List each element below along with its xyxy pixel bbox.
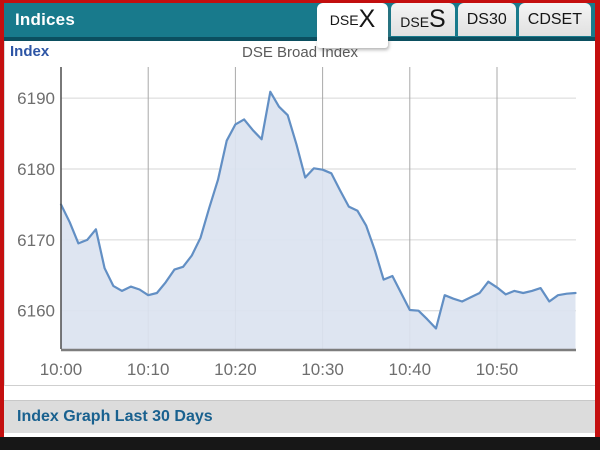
y-tick-label: 6180: [17, 160, 55, 179]
x-tick-label: 10:40: [389, 360, 432, 379]
area-fill: [61, 91, 576, 350]
y-tick-label: 6190: [17, 89, 55, 108]
index-column-label: Index: [10, 43, 50, 60]
tab-label-text: DS30: [466, 10, 507, 28]
tab-label: DSE X: [330, 3, 375, 36]
tab-label-suffix: S: [429, 5, 446, 33]
x-tick-label: 10:30: [301, 360, 344, 379]
chart-area: 6160 6170 6180 6190 10:00 10:10 10:20 10:30 10:4…: [5, 63, 595, 385]
index-line: [59, 90, 577, 330]
tab-label: CDSET: [528, 11, 582, 29]
tab-label-text: DSE: [400, 14, 430, 30]
tab-ds30[interactable]: DS30: [457, 3, 516, 36]
app-window: Indices DSE X DSE S DS30 CDSET Index DSE Broa…: [4, 3, 595, 437]
index-tab-bar: DSE X DSE S DS30 CDSET: [316, 3, 591, 48]
chart-title: DSE Broad Index: [242, 44, 358, 61]
tab-label: DS30: [467, 11, 507, 29]
x-tick-label: 10:10: [127, 360, 170, 379]
indices-header: Indices DSE X DSE S DS30 CDSET: [4, 3, 595, 48]
tab-label-suffix: X: [358, 5, 376, 33]
tab-label-text: DSE: [329, 11, 359, 28]
tab-dses[interactable]: DSE S: [391, 3, 455, 36]
footer-section-bar: Index Graph Last 30 Days: [4, 400, 595, 433]
y-tick-label: 6160: [17, 302, 55, 321]
chart-subheader: Index DSE Broad Index: [5, 41, 595, 63]
y-tick-label: 6170: [17, 231, 55, 250]
footer-section-title: Index Graph Last 30 Days: [17, 408, 213, 425]
index-chart: 6160 6170 6180 6190 10:00 10:10 10:20 10:30 10:4…: [17, 67, 577, 379]
x-tick-label: 10:00: [40, 360, 83, 379]
spacer: [4, 386, 595, 400]
tab-dsex[interactable]: DSE X: [316, 3, 389, 48]
main-area: Index DSE Broad Index 6160 6170 6180 6190 10…: [4, 41, 595, 386]
x-tick-label: 10:50: [476, 360, 519, 379]
x-tick-label: 10:20: [214, 360, 257, 379]
tab-cdset[interactable]: CDSET: [518, 3, 591, 36]
chart-bottom-divider: [5, 385, 595, 386]
page-title: Indices: [15, 10, 75, 29]
bottom-black-strip: [0, 437, 600, 450]
tab-label: DSE S: [400, 7, 445, 32]
tab-label-text: CDSET: [527, 10, 582, 28]
